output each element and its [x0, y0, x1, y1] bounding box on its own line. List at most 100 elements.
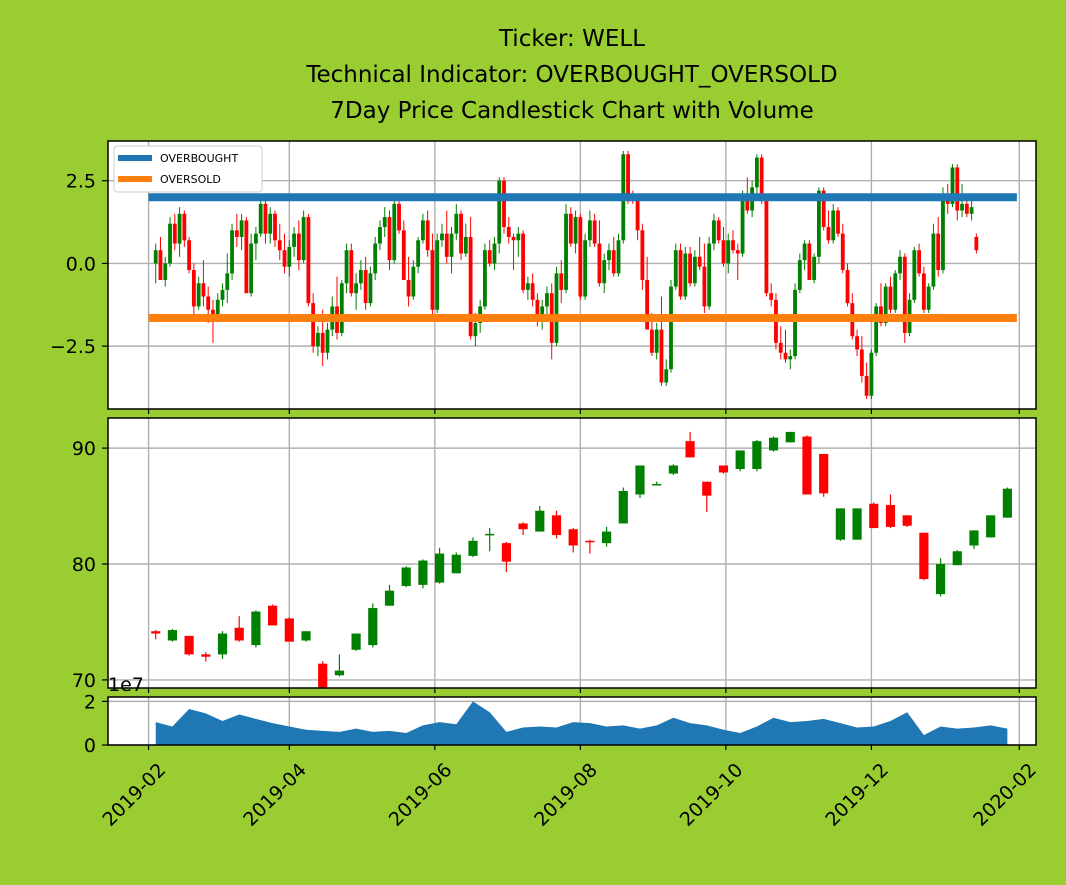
- price-candle: [485, 533, 495, 536]
- indicator-candle: [530, 283, 535, 300]
- indicator-candle: [363, 270, 368, 304]
- price-candle: [1002, 488, 1012, 518]
- indicator-frame: [107, 140, 1037, 410]
- price-candle: [969, 530, 979, 546]
- price-candle: [301, 631, 311, 641]
- price-candle: [635, 465, 645, 495]
- indicator-candle: [497, 180, 502, 244]
- price-ytick-label: 80: [72, 554, 96, 576]
- indicator-candle: [473, 322, 478, 337]
- indicator-candle: [239, 220, 244, 237]
- legend-entry: OVERSOLD: [160, 173, 221, 186]
- price-candle: [435, 553, 445, 583]
- volume-panel: 2 0 1e7: [84, 674, 1037, 757]
- price-candle: [535, 510, 545, 532]
- indicator-candle: [306, 217, 311, 304]
- indicator-candle: [659, 329, 664, 383]
- indicator-candle: [411, 266, 416, 297]
- indicator-candle: [688, 253, 692, 284]
- indicator-candle: [559, 273, 564, 290]
- indicator-candle: [368, 273, 373, 304]
- indicator-candle: [931, 233, 936, 287]
- indicator-candle: [382, 217, 387, 228]
- price-candle: [718, 465, 729, 473]
- price-candle: [384, 590, 395, 606]
- price-candle: [201, 654, 211, 657]
- indicator-candle: [917, 250, 922, 274]
- indicator-candle: [292, 233, 296, 247]
- indicator-candle: [339, 283, 344, 333]
- volume-frame: [107, 696, 1037, 746]
- indicator-candle: [831, 210, 836, 241]
- price-candle: [952, 551, 962, 566]
- price-candle: [184, 635, 194, 655]
- indicator-ytick-label: 2.5: [66, 171, 96, 193]
- price-candle: [551, 515, 562, 536]
- price-candle: [819, 453, 829, 494]
- indicator-candle: [941, 193, 945, 271]
- price-candle: [601, 531, 612, 544]
- indicator-candle: [206, 296, 211, 310]
- price-candle: [151, 631, 161, 634]
- indicator-candle: [201, 283, 206, 297]
- price-candle: [752, 441, 762, 469]
- indicator-candle: [692, 256, 697, 284]
- price-panel: 90 80 70: [72, 417, 1037, 693]
- volume-ytick-label: 0: [84, 735, 96, 757]
- indicator-candle: [220, 289, 225, 300]
- indicator-candle: [358, 270, 363, 284]
- price-candle: [652, 484, 662, 486]
- x-tick-label: 2019-02: [98, 759, 170, 831]
- price-ytick-label: 90: [72, 438, 96, 460]
- indicator-candle: [902, 256, 907, 333]
- indicator-candle: [263, 203, 268, 234]
- indicator-candle: [344, 250, 349, 284]
- indicator-candle: [449, 233, 454, 257]
- indicator-candle: [316, 332, 320, 347]
- indicator-candle: [964, 203, 969, 214]
- indicator-candle: [387, 217, 392, 261]
- indicator-candle: [855, 336, 859, 350]
- indicator-candle: [211, 309, 215, 317]
- price-candle: [935, 564, 946, 595]
- price-candle: [234, 627, 244, 641]
- indicator-candle: [230, 230, 234, 274]
- price-candle: [284, 618, 294, 642]
- indicator-candle: [468, 236, 473, 337]
- indicator-candle: [373, 243, 378, 274]
- price-candle: [451, 554, 461, 574]
- indicator-candle: [182, 213, 187, 241]
- price-candle: [768, 437, 779, 451]
- indicator-candle: [597, 243, 602, 284]
- price-candle: [802, 436, 812, 495]
- indicator-candle: [654, 329, 659, 353]
- indicator-candle: [153, 250, 158, 264]
- indicator-panel: 2.5 0.0 −2.5 OVERBOUGHT OVERSOLD: [50, 140, 1037, 414]
- indicator-candle: [893, 273, 898, 310]
- indicator-candle: [168, 223, 172, 264]
- indicator-candle: [669, 286, 673, 370]
- x-tick-label: 2020-02: [969, 759, 1041, 831]
- indicator-candle: [783, 352, 788, 360]
- indicator-candle: [869, 352, 874, 396]
- indicator-candle: [282, 250, 287, 267]
- indicator-candle: [420, 220, 425, 241]
- indicator-candle: [592, 220, 597, 244]
- indicator-candle: [974, 236, 979, 251]
- indicator-candle: [697, 256, 702, 267]
- title-line-3: 7Day Price Candlestick Chart with Volume: [330, 98, 813, 124]
- indicator-candle: [845, 270, 850, 304]
- volume-area: [155, 701, 1008, 745]
- price-candle: [885, 504, 896, 527]
- indicator-candle: [702, 266, 707, 307]
- indicator-candle: [564, 213, 568, 290]
- indicator-candle: [645, 279, 650, 330]
- price-candle: [351, 633, 361, 650]
- indicator-candle: [573, 217, 578, 244]
- price-frame: [107, 417, 1037, 689]
- indicator-candle: [506, 227, 511, 237]
- indicator-candle: [650, 329, 654, 353]
- indicator-candle: [287, 246, 292, 267]
- volume-scale-label: 1e7: [108, 674, 144, 696]
- indicator-candle: [454, 213, 459, 234]
